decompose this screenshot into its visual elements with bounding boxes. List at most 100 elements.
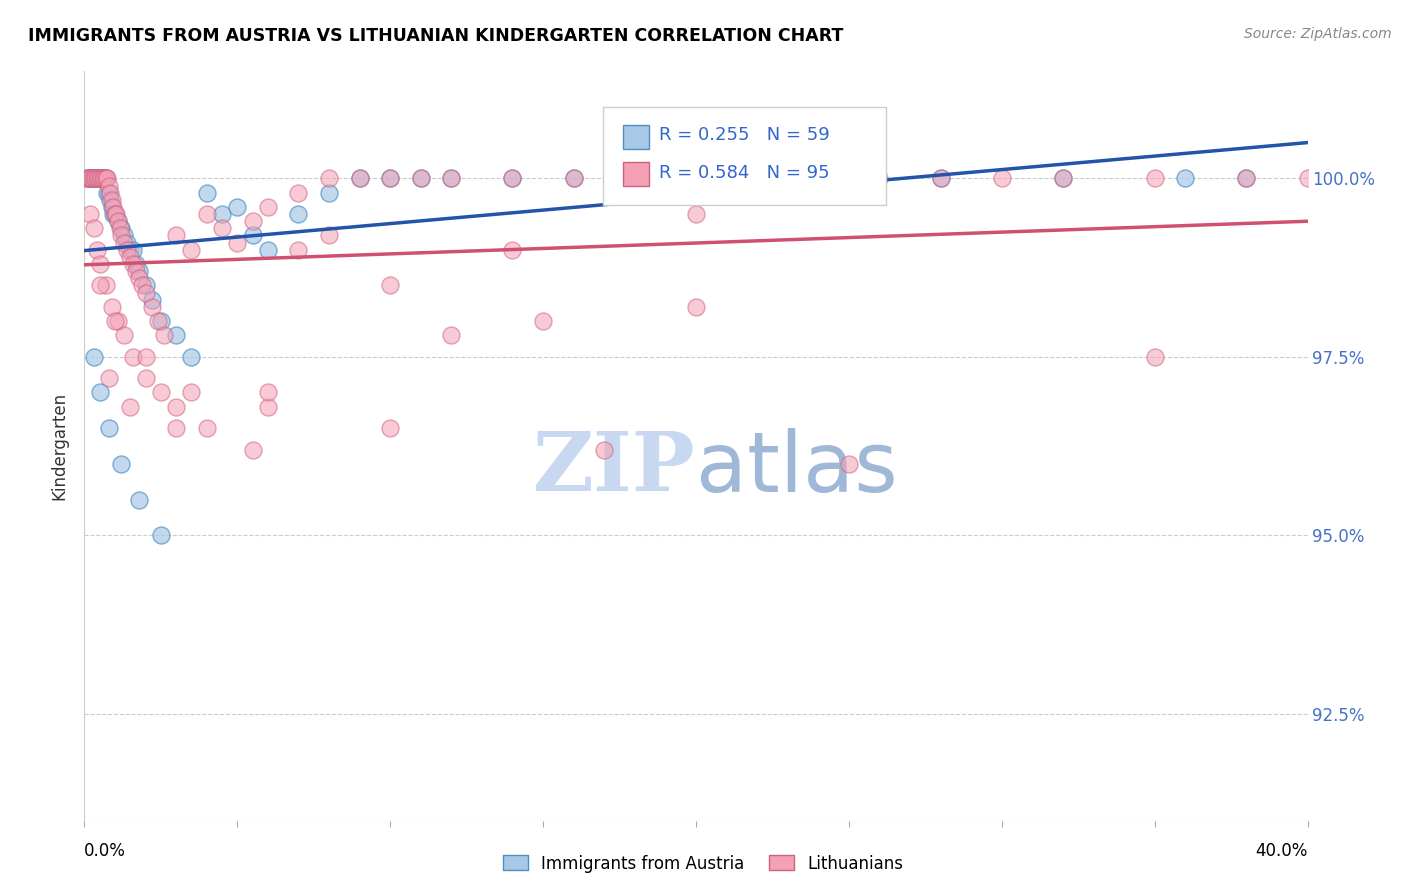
Point xyxy=(165,228,187,243)
Point xyxy=(149,528,172,542)
Point xyxy=(141,300,163,314)
Point xyxy=(747,171,769,186)
Point xyxy=(257,385,280,400)
Point xyxy=(89,257,111,271)
Point xyxy=(195,186,218,200)
Point xyxy=(112,228,135,243)
FancyBboxPatch shape xyxy=(603,106,886,205)
Text: R = 0.584   N = 95: R = 0.584 N = 95 xyxy=(659,163,830,181)
Point xyxy=(929,171,952,186)
Point xyxy=(1236,171,1258,186)
Point xyxy=(141,293,163,307)
Point xyxy=(96,186,118,200)
Point xyxy=(79,207,101,221)
Point xyxy=(380,171,402,186)
Point xyxy=(103,207,125,221)
Point xyxy=(98,193,121,207)
Y-axis label: Kindergarten: Kindergarten xyxy=(51,392,69,500)
Point xyxy=(107,214,129,228)
Point xyxy=(195,421,218,435)
Point xyxy=(685,207,707,221)
Point xyxy=(97,186,120,200)
Point xyxy=(108,221,131,235)
Bar xyxy=(623,162,650,186)
Point xyxy=(149,385,172,400)
Point xyxy=(149,314,172,328)
Point xyxy=(257,243,280,257)
Point xyxy=(1296,171,1319,186)
Point xyxy=(87,171,110,186)
Point xyxy=(180,350,202,364)
Point xyxy=(380,278,402,293)
Point xyxy=(165,400,187,414)
Point xyxy=(180,385,202,400)
Point xyxy=(86,171,108,186)
Point xyxy=(807,171,830,186)
Point xyxy=(153,328,176,343)
Point xyxy=(112,235,135,250)
Point xyxy=(287,186,309,200)
Point xyxy=(562,171,585,186)
Point xyxy=(76,171,98,186)
Point xyxy=(1052,171,1074,186)
Text: 0.0%: 0.0% xyxy=(84,842,127,860)
Point xyxy=(112,328,135,343)
Point xyxy=(211,221,233,235)
Point xyxy=(211,207,233,221)
Point xyxy=(226,200,249,214)
Point xyxy=(380,171,402,186)
Text: atlas: atlas xyxy=(696,428,897,509)
Point xyxy=(89,171,111,186)
Point xyxy=(79,171,101,186)
Point xyxy=(685,300,707,314)
Point xyxy=(287,207,309,221)
Text: 40.0%: 40.0% xyxy=(1256,842,1308,860)
Text: IMMIGRANTS FROM AUSTRIA VS LITHUANIAN KINDERGARTEN CORRELATION CHART: IMMIGRANTS FROM AUSTRIA VS LITHUANIAN KI… xyxy=(28,27,844,45)
Point xyxy=(128,264,150,278)
Point xyxy=(79,171,101,186)
Point xyxy=(86,171,108,186)
Point xyxy=(83,221,105,235)
Point xyxy=(131,278,153,293)
Point xyxy=(257,200,280,214)
Point xyxy=(90,171,112,186)
Point xyxy=(165,421,187,435)
Point xyxy=(685,171,707,186)
Point xyxy=(83,350,105,364)
Point xyxy=(122,243,145,257)
Point xyxy=(122,350,145,364)
Point xyxy=(624,171,647,186)
Point xyxy=(125,257,148,271)
Point xyxy=(101,300,124,314)
Point xyxy=(77,171,100,186)
Point xyxy=(115,235,138,250)
Point xyxy=(409,171,432,186)
Point xyxy=(502,171,524,186)
Point xyxy=(101,193,124,207)
Point xyxy=(76,171,98,186)
Point xyxy=(562,171,585,186)
Point xyxy=(90,171,112,186)
Point xyxy=(120,250,142,264)
Point xyxy=(80,171,103,186)
Point xyxy=(89,385,111,400)
Point xyxy=(502,171,524,186)
Point xyxy=(440,171,463,186)
Point xyxy=(869,171,891,186)
Point xyxy=(838,457,860,471)
Point xyxy=(242,442,264,457)
Point xyxy=(128,492,150,507)
Point xyxy=(96,171,118,186)
Point xyxy=(747,171,769,186)
Text: Source: ZipAtlas.com: Source: ZipAtlas.com xyxy=(1244,27,1392,41)
Point xyxy=(440,328,463,343)
Point xyxy=(83,171,105,186)
Point xyxy=(105,207,128,221)
Point xyxy=(593,442,616,457)
Point xyxy=(110,228,132,243)
Point xyxy=(195,207,218,221)
Point xyxy=(128,271,150,285)
Legend: Immigrants from Austria, Lithuanians: Immigrants from Austria, Lithuanians xyxy=(496,848,910,880)
Point xyxy=(83,171,105,186)
Point xyxy=(242,228,264,243)
